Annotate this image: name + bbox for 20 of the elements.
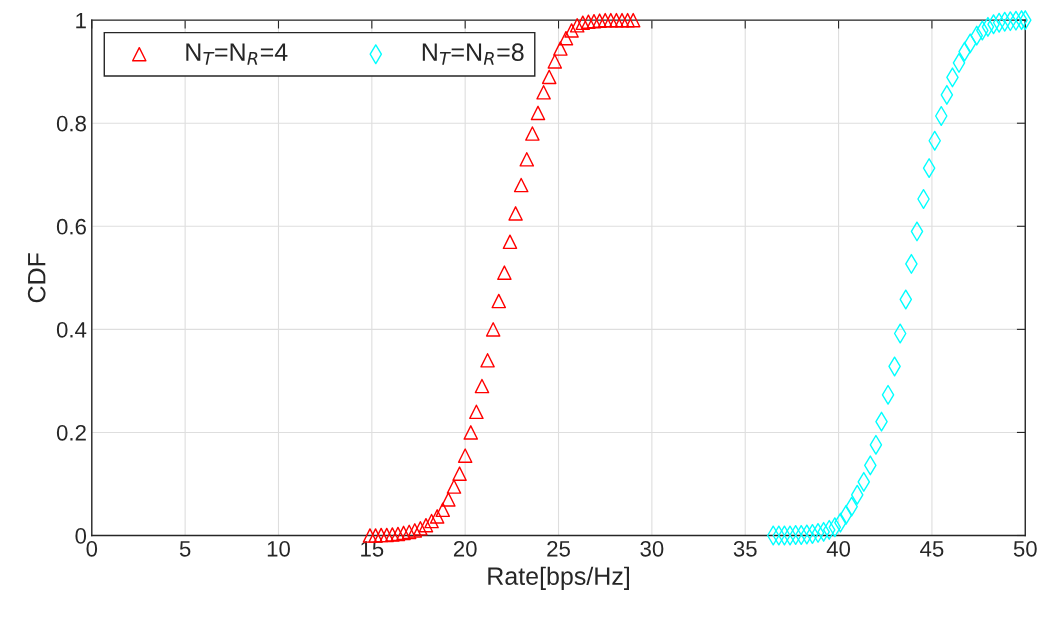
y-tick-label: 0.6 xyxy=(56,218,86,235)
y-tick-label: 0.2 xyxy=(56,424,86,441)
y-tick-label: 0.8 xyxy=(56,115,86,132)
legend-label: N$_{T}$=N$_{R}$=4 xyxy=(186,43,288,65)
x-tick-label: 20 xyxy=(453,540,477,557)
x-tick-label: 40 xyxy=(826,540,851,557)
y-axis-title: CDF xyxy=(27,253,46,303)
x-axis-title: Rate[bps/Hz] xyxy=(488,566,629,590)
legend-label: N$_{T}$=N$_{R}$=8 xyxy=(422,43,524,65)
x-tick-label: 35 xyxy=(733,540,757,557)
x-tick-label: 45 xyxy=(920,541,944,557)
x-tick-label: 50 xyxy=(1013,540,1037,557)
y-tick-label: 1 xyxy=(76,12,86,29)
x-tick-label: 10 xyxy=(267,540,290,557)
x-tick-label: 5 xyxy=(179,541,191,557)
x-tick-label: 0 xyxy=(86,540,98,557)
x-tick-label: 25 xyxy=(547,540,570,557)
x-tick-label: 30 xyxy=(640,540,664,557)
y-tick-label: 0.4 xyxy=(56,321,87,338)
y-tick-label: 0 xyxy=(75,528,87,544)
